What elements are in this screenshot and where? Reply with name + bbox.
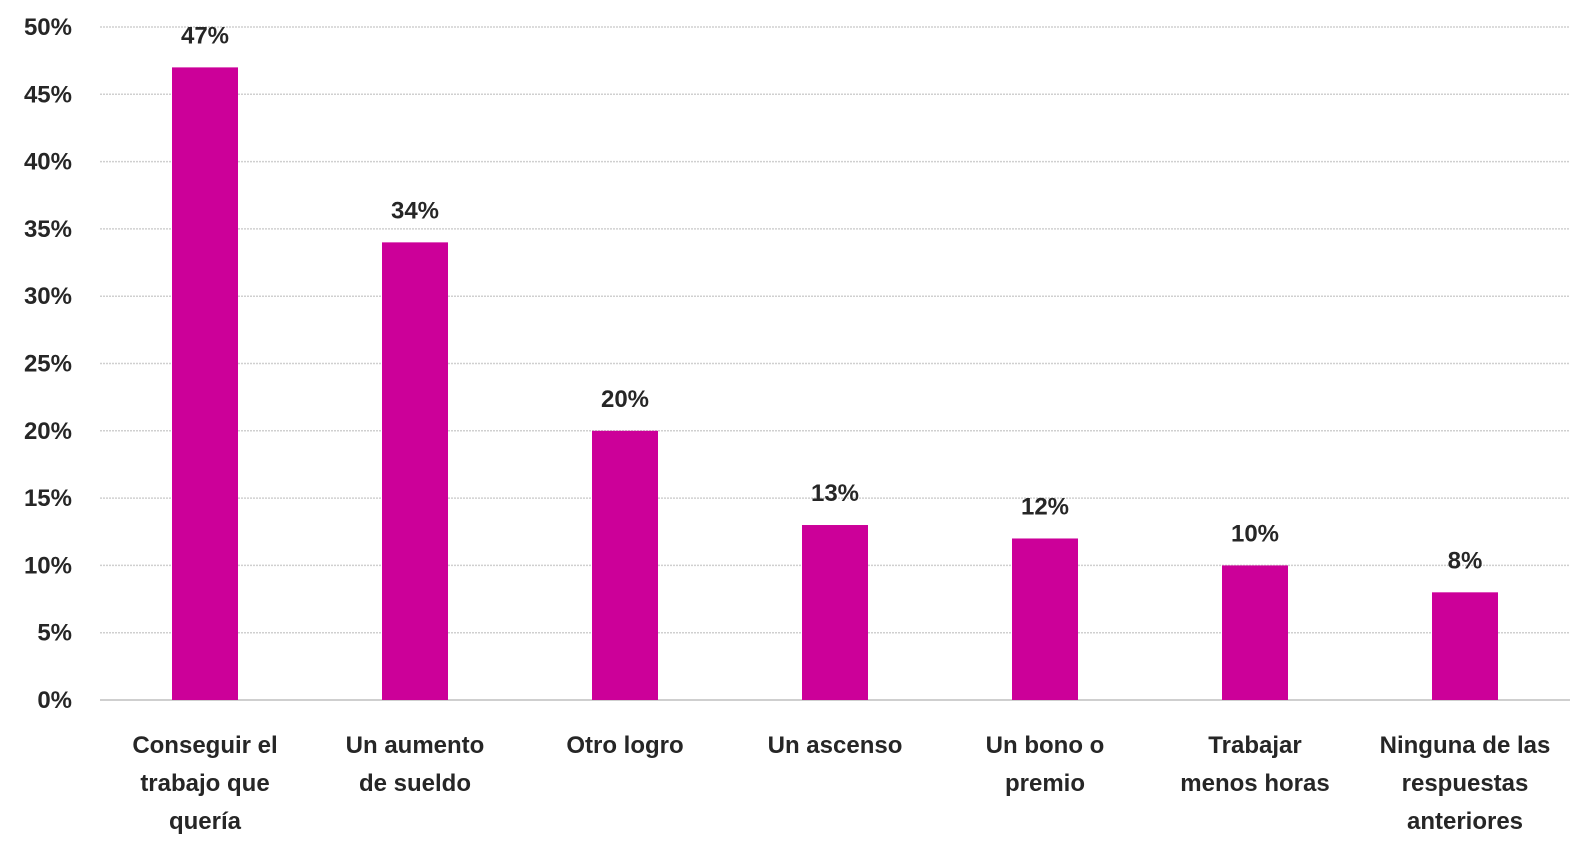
data-label: 10% (1231, 520, 1279, 547)
category-label: Trabajar menos horas (1180, 732, 1329, 797)
data-labels: 47% 34% 20% 13% 12% 10% 8% (181, 22, 1482, 574)
y-tick-label: 15% (24, 485, 72, 512)
category-label: Un bono o premio (986, 732, 1105, 797)
bar (172, 67, 238, 700)
y-tick-label: 45% (24, 81, 72, 108)
y-tick-label: 0% (37, 687, 72, 714)
y-tick-label: 5% (37, 620, 72, 647)
y-tick-label: 50% (24, 14, 72, 41)
bar (592, 431, 658, 700)
y-tick-label: 10% (24, 552, 72, 579)
bar (1012, 538, 1078, 700)
category-label: Conseguir el trabajo que quería (132, 732, 277, 835)
y-tick-label: 25% (24, 351, 72, 378)
category-label: Otro logro (566, 732, 683, 759)
bar (1432, 592, 1498, 700)
data-label: 8% (1448, 547, 1483, 574)
y-axis-tick-labels: 0% 5% 10% 15% 20% 25% 30% 35% 40% 45% 50% (24, 14, 72, 714)
x-axis-category-labels: Conseguir el trabajo que quería Un aumento d… (132, 732, 1550, 835)
data-label: 47% (181, 22, 229, 49)
category-label: Ninguna de las respuestas anteriores (1380, 732, 1551, 835)
bar (802, 525, 868, 700)
category-label: Un ascenso (768, 732, 903, 759)
bar (1222, 565, 1288, 700)
y-tick-label: 30% (24, 283, 72, 310)
data-label: 12% (1021, 493, 1069, 520)
data-label: 34% (391, 197, 439, 224)
y-tick-label: 40% (24, 149, 72, 176)
y-tick-label: 20% (24, 418, 72, 445)
data-label: 20% (601, 386, 649, 413)
bar (382, 242, 448, 700)
category-label: Un aumento de sueldo (346, 732, 485, 797)
data-label: 13% (811, 480, 859, 507)
y-tick-label: 35% (24, 216, 72, 243)
